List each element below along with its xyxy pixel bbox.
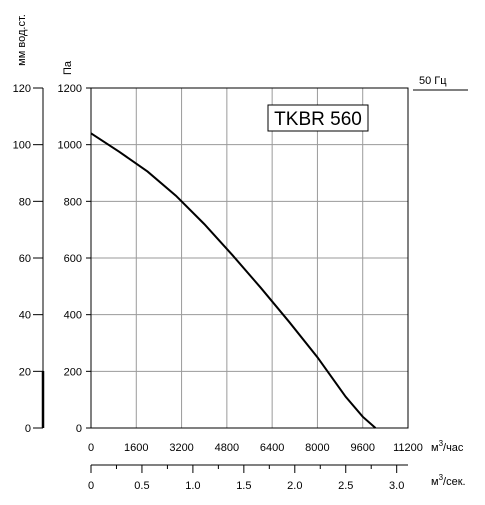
- left-axis-tick-label: 60: [19, 253, 31, 265]
- pressure-axis-title: Па: [62, 60, 74, 75]
- flow-hour-axis-tick-label: 3200: [169, 442, 193, 454]
- pressure-axis: 1200 1000 800 600 400 200 0: [58, 83, 91, 435]
- model-label: TKBR 560: [274, 109, 362, 130]
- left-axis-tick-label: 80: [19, 196, 31, 208]
- pressure-axis-tick-label: 0: [76, 423, 82, 435]
- flow-second-axis-tick-label: 3.0: [389, 480, 404, 492]
- pressure-axis-tick-label: 400: [64, 310, 82, 322]
- pressure-axis-tick-label: 200: [64, 366, 82, 378]
- flow-second-axis-tick-label: 0: [88, 480, 94, 492]
- flow-hour-axis-tick-label: 6400: [260, 442, 284, 454]
- flow-second-axis-tick-label: 1.0: [185, 480, 200, 492]
- flow-second-axis-tick-label: 0.5: [134, 480, 149, 492]
- flow-hour-axis-title: м3/час: [431, 439, 464, 454]
- pressure-axis-tick-label: 1200: [58, 83, 82, 95]
- flow-second-axis: 0 0.5 1.0 1.5 2.0 2.5 3.0: [88, 464, 408, 492]
- pressure-curve: [90, 132, 377, 429]
- flow-hour-axis-tick-label: 0: [88, 442, 94, 454]
- flow-hour-axis: 0 1600 3200 4800 6400 8000 9600 11200: [88, 442, 423, 454]
- pressure-axis-tick-label: 1000: [58, 140, 82, 152]
- left-axis-title: мм вод.ст.: [16, 14, 28, 66]
- flow-hour-axis-tick-label: 4800: [215, 442, 239, 454]
- left-axis-tick-label: 20: [19, 366, 31, 378]
- flow-second-axis-tick-label: 2.5: [338, 480, 353, 492]
- pressure-axis-tick-label: 600: [64, 253, 82, 265]
- left-axis-tick-label: 120: [13, 83, 31, 95]
- left-axis-tick-label: 0: [25, 423, 31, 435]
- left-mm-axis: 120 100 80 60 40 20 0: [13, 83, 45, 435]
- grid-lines: [90, 87, 409, 429]
- flow-hour-axis-tick-label: 11200: [393, 442, 423, 454]
- left-axis-tick-label: 40: [19, 310, 31, 322]
- flow-hour-axis-tick-label: 9600: [350, 442, 374, 454]
- model-label-box: [267, 104, 369, 132]
- flow-second-axis-tick-label: 1.5: [236, 480, 251, 492]
- flow-hour-axis-tick-label: 1600: [124, 442, 148, 454]
- flow-second-axis-tick-label: 2.0: [287, 480, 302, 492]
- legend-frequency: 50 Гц: [419, 75, 447, 87]
- pressure-axis-tick-label: 800: [64, 196, 82, 208]
- left-axis-tick-label: 100: [13, 140, 31, 152]
- flow-hour-axis-tick-label: 8000: [305, 442, 329, 454]
- flow-second-axis-title: м3/сек.: [431, 473, 466, 488]
